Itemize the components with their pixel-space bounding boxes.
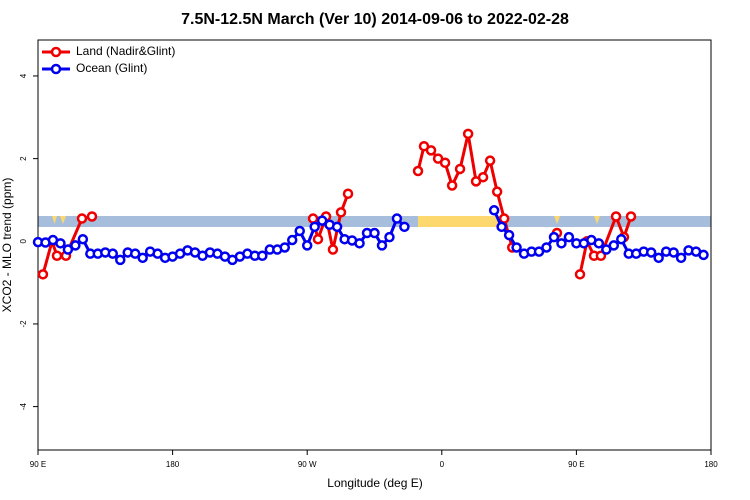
data-point bbox=[439, 157, 451, 169]
data-point bbox=[462, 128, 474, 140]
data-point bbox=[610, 211, 622, 222]
data-point bbox=[454, 163, 466, 175]
x-tick-label: 0 bbox=[440, 460, 445, 469]
data-point bbox=[446, 180, 458, 191]
data-point bbox=[574, 269, 586, 280]
data-point bbox=[563, 231, 575, 243]
legend-marker bbox=[50, 46, 62, 58]
data-point bbox=[625, 211, 637, 222]
data-point bbox=[70, 240, 81, 251]
y-axis-label: XCO2 - MLO trend (ppm) bbox=[0, 178, 14, 313]
data-point bbox=[55, 238, 66, 249]
data-point bbox=[412, 165, 424, 177]
data-point bbox=[294, 225, 305, 237]
y-tick-label: -4 bbox=[19, 403, 28, 411]
data-point bbox=[384, 231, 395, 243]
data-point bbox=[316, 215, 328, 226]
data-point bbox=[556, 238, 567, 249]
data-point bbox=[369, 227, 380, 239]
y-tick-label: 2 bbox=[19, 156, 28, 161]
data-point bbox=[137, 252, 148, 264]
data-point bbox=[257, 250, 268, 261]
data-point bbox=[312, 233, 324, 245]
data-point bbox=[484, 155, 496, 166]
data-point bbox=[608, 240, 620, 251]
land-band bbox=[418, 216, 498, 227]
data-point bbox=[129, 248, 141, 259]
data-point bbox=[342, 188, 354, 199]
data-point bbox=[354, 238, 365, 249]
data-point bbox=[503, 229, 515, 241]
y-tick-label: 4 bbox=[19, 73, 28, 78]
legend-label: Land (Nadir&Glint) bbox=[76, 44, 175, 58]
data-point bbox=[593, 238, 605, 249]
chart-title: 7.5N-12.5N March (Ver 10) 2014-09-06 to … bbox=[181, 11, 569, 28]
x-tick-label: 90 W bbox=[298, 460, 317, 469]
land-marker bbox=[52, 216, 57, 224]
data-point bbox=[653, 252, 664, 264]
data-point bbox=[496, 221, 507, 233]
data-point bbox=[541, 242, 552, 253]
data-point bbox=[331, 221, 343, 233]
data-point bbox=[548, 231, 560, 243]
data-point bbox=[286, 234, 298, 246]
data-point bbox=[62, 244, 74, 255]
data-point bbox=[616, 233, 627, 245]
data-point bbox=[477, 171, 489, 183]
data-point bbox=[491, 186, 503, 197]
data-point bbox=[675, 252, 687, 264]
y-tick-label: -2 bbox=[19, 320, 28, 328]
data-point bbox=[533, 246, 545, 257]
data-point bbox=[279, 242, 291, 253]
data-point bbox=[498, 213, 510, 224]
data-point bbox=[399, 221, 410, 233]
ocean-band bbox=[38, 216, 711, 227]
data-point bbox=[698, 249, 709, 261]
data-point bbox=[152, 248, 163, 259]
data-point bbox=[307, 213, 319, 224]
x-tick-label: 180 bbox=[166, 460, 180, 469]
land-marker bbox=[554, 216, 560, 224]
legend-marker bbox=[50, 63, 62, 75]
data-point bbox=[668, 247, 679, 258]
y-tick-label: 0 bbox=[19, 239, 28, 244]
legend-label: Ocean (Glint) bbox=[76, 61, 147, 75]
data-point bbox=[511, 242, 522, 253]
x-tick-label: 90 E bbox=[30, 460, 46, 469]
x-axis-label: Longitude (deg E) bbox=[327, 476, 422, 490]
data-point bbox=[76, 213, 88, 224]
land-marker bbox=[60, 216, 66, 224]
data-point bbox=[488, 205, 500, 216]
data-point bbox=[391, 213, 403, 224]
land-marker bbox=[594, 216, 600, 224]
surface-band bbox=[38, 216, 711, 227]
data-point bbox=[77, 233, 89, 245]
data-point bbox=[376, 240, 388, 251]
data-point bbox=[645, 247, 657, 258]
data-point bbox=[37, 269, 49, 280]
data-point bbox=[309, 221, 320, 233]
x-tick-label: 180 bbox=[704, 460, 718, 469]
data-point bbox=[595, 250, 607, 261]
data-point bbox=[425, 145, 437, 156]
x-tick-label: 90 E bbox=[568, 460, 584, 469]
data-point bbox=[335, 207, 347, 218]
data-point bbox=[301, 240, 313, 251]
data-point bbox=[51, 250, 63, 261]
data-point bbox=[327, 244, 339, 255]
data-point bbox=[601, 244, 612, 255]
data-point bbox=[86, 211, 98, 222]
data-point bbox=[107, 248, 119, 259]
data-point bbox=[115, 254, 126, 266]
